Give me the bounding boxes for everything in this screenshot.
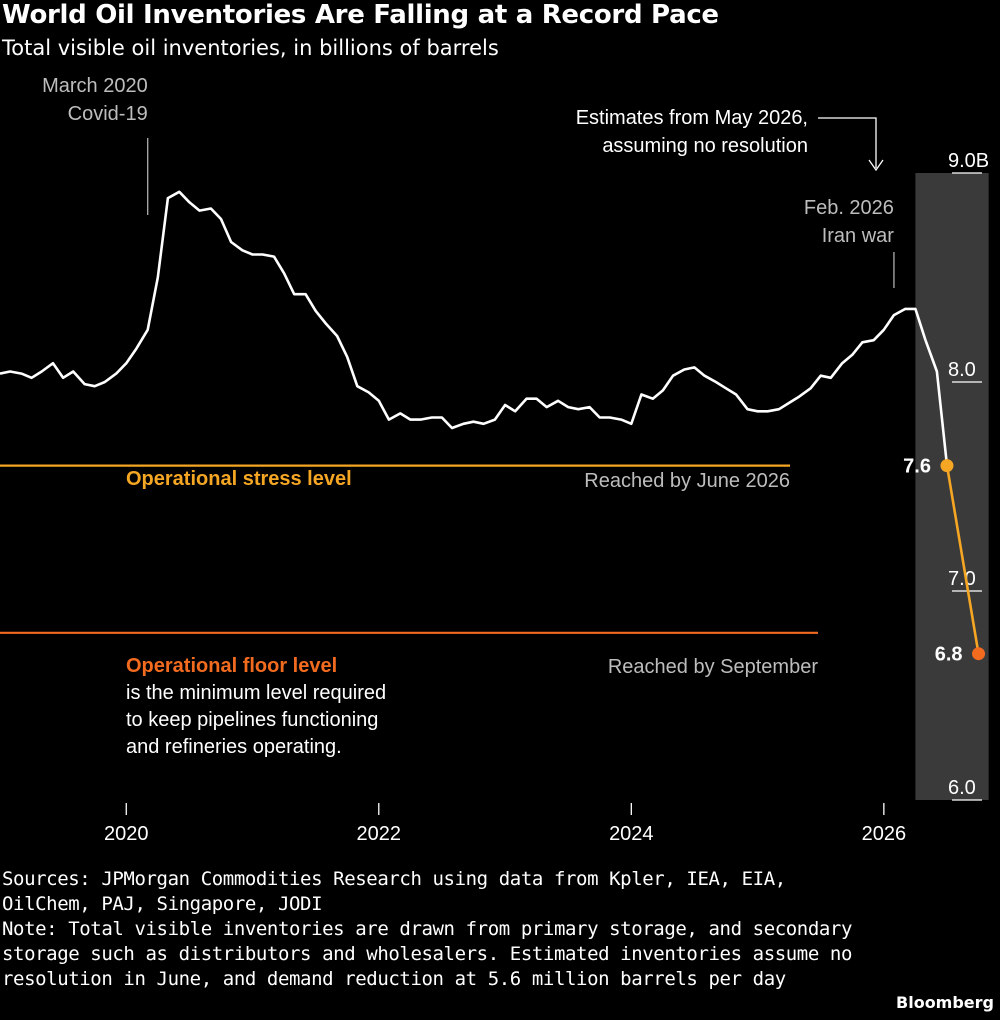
bloomberg-logo: Bloomberg xyxy=(896,993,994,1012)
estimate-band-pointer xyxy=(818,117,877,168)
reference-line-label: Operational floor level xyxy=(126,655,337,677)
estimate-band-layer xyxy=(915,173,989,800)
chart-subtitle: Total visible oil inventories, in billio… xyxy=(2,36,499,60)
reference-reached-label: Reached by June 2026 xyxy=(584,470,790,492)
footer-note: Note: Total visible inventories are draw… xyxy=(2,918,853,990)
x-tick-label: 2020 xyxy=(104,823,149,845)
series-layer xyxy=(0,190,980,654)
reference-description: is the minimum level required xyxy=(126,682,386,704)
chart-footer: Sources: JPMorgan Commodities Research u… xyxy=(2,867,862,992)
series-line-estimate_projection xyxy=(945,465,980,654)
annotations-layer: Estimates from May 2026, assuming no reso… xyxy=(42,75,895,288)
chart-title: World Oil Inventories Are Falling at a R… xyxy=(2,0,719,30)
data-point-label: 7.6 xyxy=(903,456,931,478)
y-tick-label: 7.0 xyxy=(948,568,976,590)
data-point-label: 6.8 xyxy=(935,644,963,666)
footer-sources: Sources: JPMorgan Commodities Research u… xyxy=(2,868,786,915)
reference-reached-label: Reached by September xyxy=(608,656,818,678)
event-annotation-label: Covid-19 xyxy=(68,103,148,125)
reference-description: to keep pipelines functioning xyxy=(126,709,378,731)
data-point xyxy=(972,647,986,661)
x-tick-label: 2024 xyxy=(609,823,654,845)
reference-description: and refineries operating. xyxy=(126,736,342,758)
event-annotation-label: March 2020 xyxy=(42,75,148,97)
estimate-band-label: Estimates from May 2026, xyxy=(576,107,808,129)
series-line-estimate xyxy=(924,339,949,466)
event-annotation-label: Feb. 2026 xyxy=(804,197,894,219)
y-tick-label: 9.0B xyxy=(948,150,989,172)
x-axis: 2020 2022 2024 2026 xyxy=(104,803,906,845)
estimate-band xyxy=(915,173,989,800)
series-line-actual xyxy=(0,190,927,430)
x-tick-label: 2026 xyxy=(862,823,907,845)
y-tick-label: 8.0 xyxy=(948,359,976,381)
event-annotation-label: Iran war xyxy=(822,225,895,247)
x-tick-label: 2022 xyxy=(357,823,402,845)
oil-inventory-chart: Operational stress level Reached by June … xyxy=(0,75,989,845)
estimate-band-arrowhead xyxy=(868,159,884,172)
reference-line-label: Operational stress level xyxy=(126,468,352,490)
reference-lines-layer: Operational stress level Reached by June … xyxy=(0,464,818,758)
points-layer: 7.6 6.8 xyxy=(903,456,986,666)
data-point xyxy=(940,459,954,473)
y-tick-label: 6.0 xyxy=(948,777,976,799)
estimate-band-label: assuming no resolution xyxy=(602,135,808,157)
